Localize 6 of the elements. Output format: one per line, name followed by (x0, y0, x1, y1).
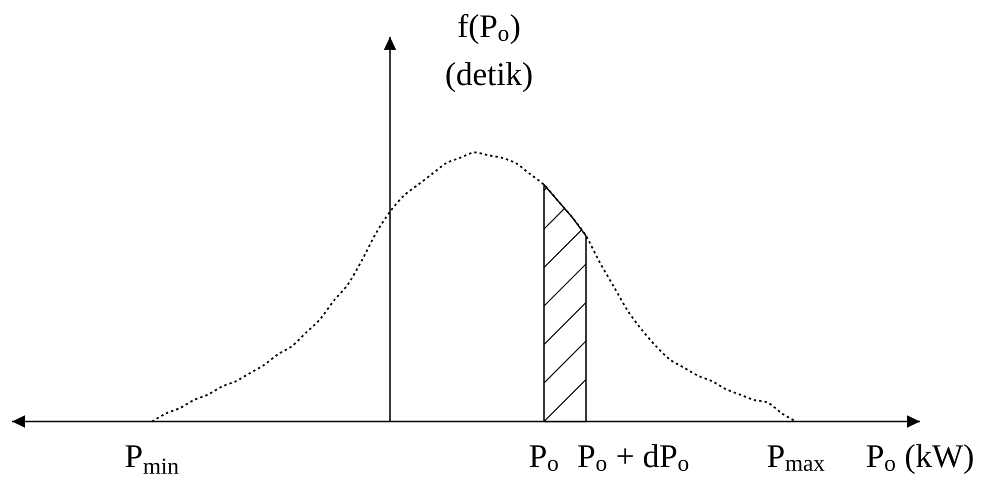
x-tick-label: P$_{o}$ (530, 445, 558, 471)
text: P$_{o}$ + dP$_{o}$ (578, 444, 688, 471)
x-tick-label: P$_{min}$ (126, 445, 179, 474)
y-axis-title: f(P$_{o}$) (detik) (446, 14, 532, 92)
x-tick-label: P$_{max}$ (768, 445, 825, 471)
x-axis-title: P$_{o}$ (kW) (866, 444, 973, 474)
